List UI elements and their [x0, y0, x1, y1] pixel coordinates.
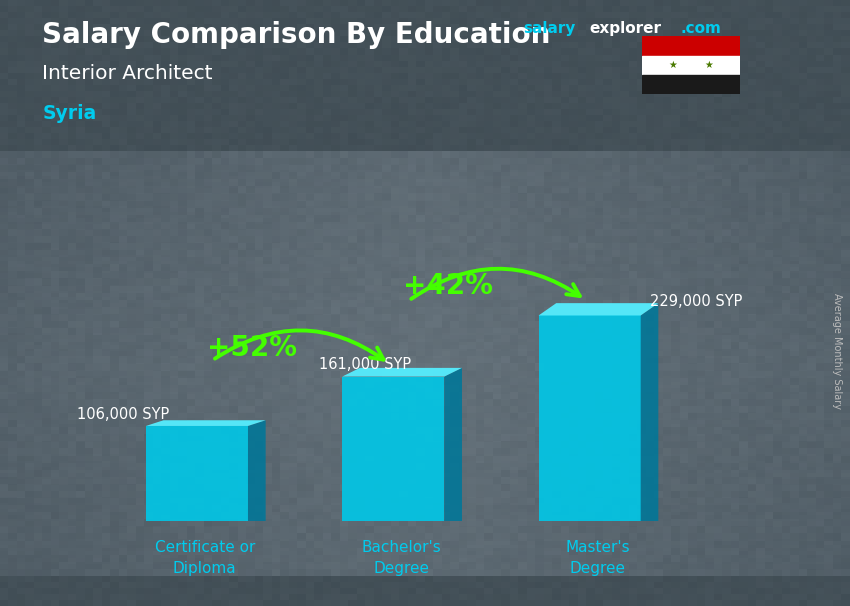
- Text: salary: salary: [523, 21, 575, 36]
- Polygon shape: [343, 368, 462, 376]
- Polygon shape: [146, 420, 266, 426]
- Text: Master's
Degree: Master's Degree: [565, 540, 630, 576]
- Text: 106,000 SYP: 106,000 SYP: [77, 407, 169, 422]
- Polygon shape: [146, 426, 248, 521]
- Bar: [642, 56, 740, 75]
- Text: .com: .com: [680, 21, 721, 36]
- Text: Certificate or
Diploma: Certificate or Diploma: [155, 540, 255, 576]
- Polygon shape: [343, 376, 445, 521]
- Text: Interior Architect: Interior Architect: [42, 64, 213, 82]
- Text: 161,000 SYP: 161,000 SYP: [319, 358, 411, 373]
- Polygon shape: [539, 303, 659, 316]
- Text: Syria: Syria: [42, 104, 97, 123]
- Text: +42%: +42%: [403, 272, 493, 300]
- Polygon shape: [445, 368, 462, 521]
- Text: Salary Comparison By Education: Salary Comparison By Education: [42, 21, 551, 49]
- Polygon shape: [539, 316, 641, 521]
- Polygon shape: [641, 303, 659, 521]
- Text: ★: ★: [668, 60, 677, 70]
- Text: +52%: +52%: [207, 334, 297, 362]
- Text: Bachelor's
Degree: Bachelor's Degree: [361, 540, 441, 576]
- Text: ★: ★: [704, 60, 713, 70]
- Text: Average Monthly Salary: Average Monthly Salary: [832, 293, 842, 410]
- Bar: [642, 36, 740, 56]
- Bar: [642, 75, 740, 94]
- Text: 229,000 SYP: 229,000 SYP: [650, 295, 743, 309]
- Text: explorer: explorer: [589, 21, 661, 36]
- Polygon shape: [248, 420, 266, 521]
